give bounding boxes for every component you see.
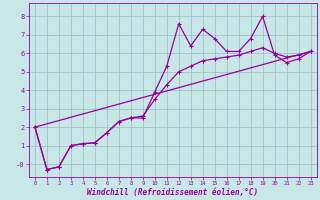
- X-axis label: Windchill (Refroidissement éolien,°C): Windchill (Refroidissement éolien,°C): [87, 188, 258, 197]
